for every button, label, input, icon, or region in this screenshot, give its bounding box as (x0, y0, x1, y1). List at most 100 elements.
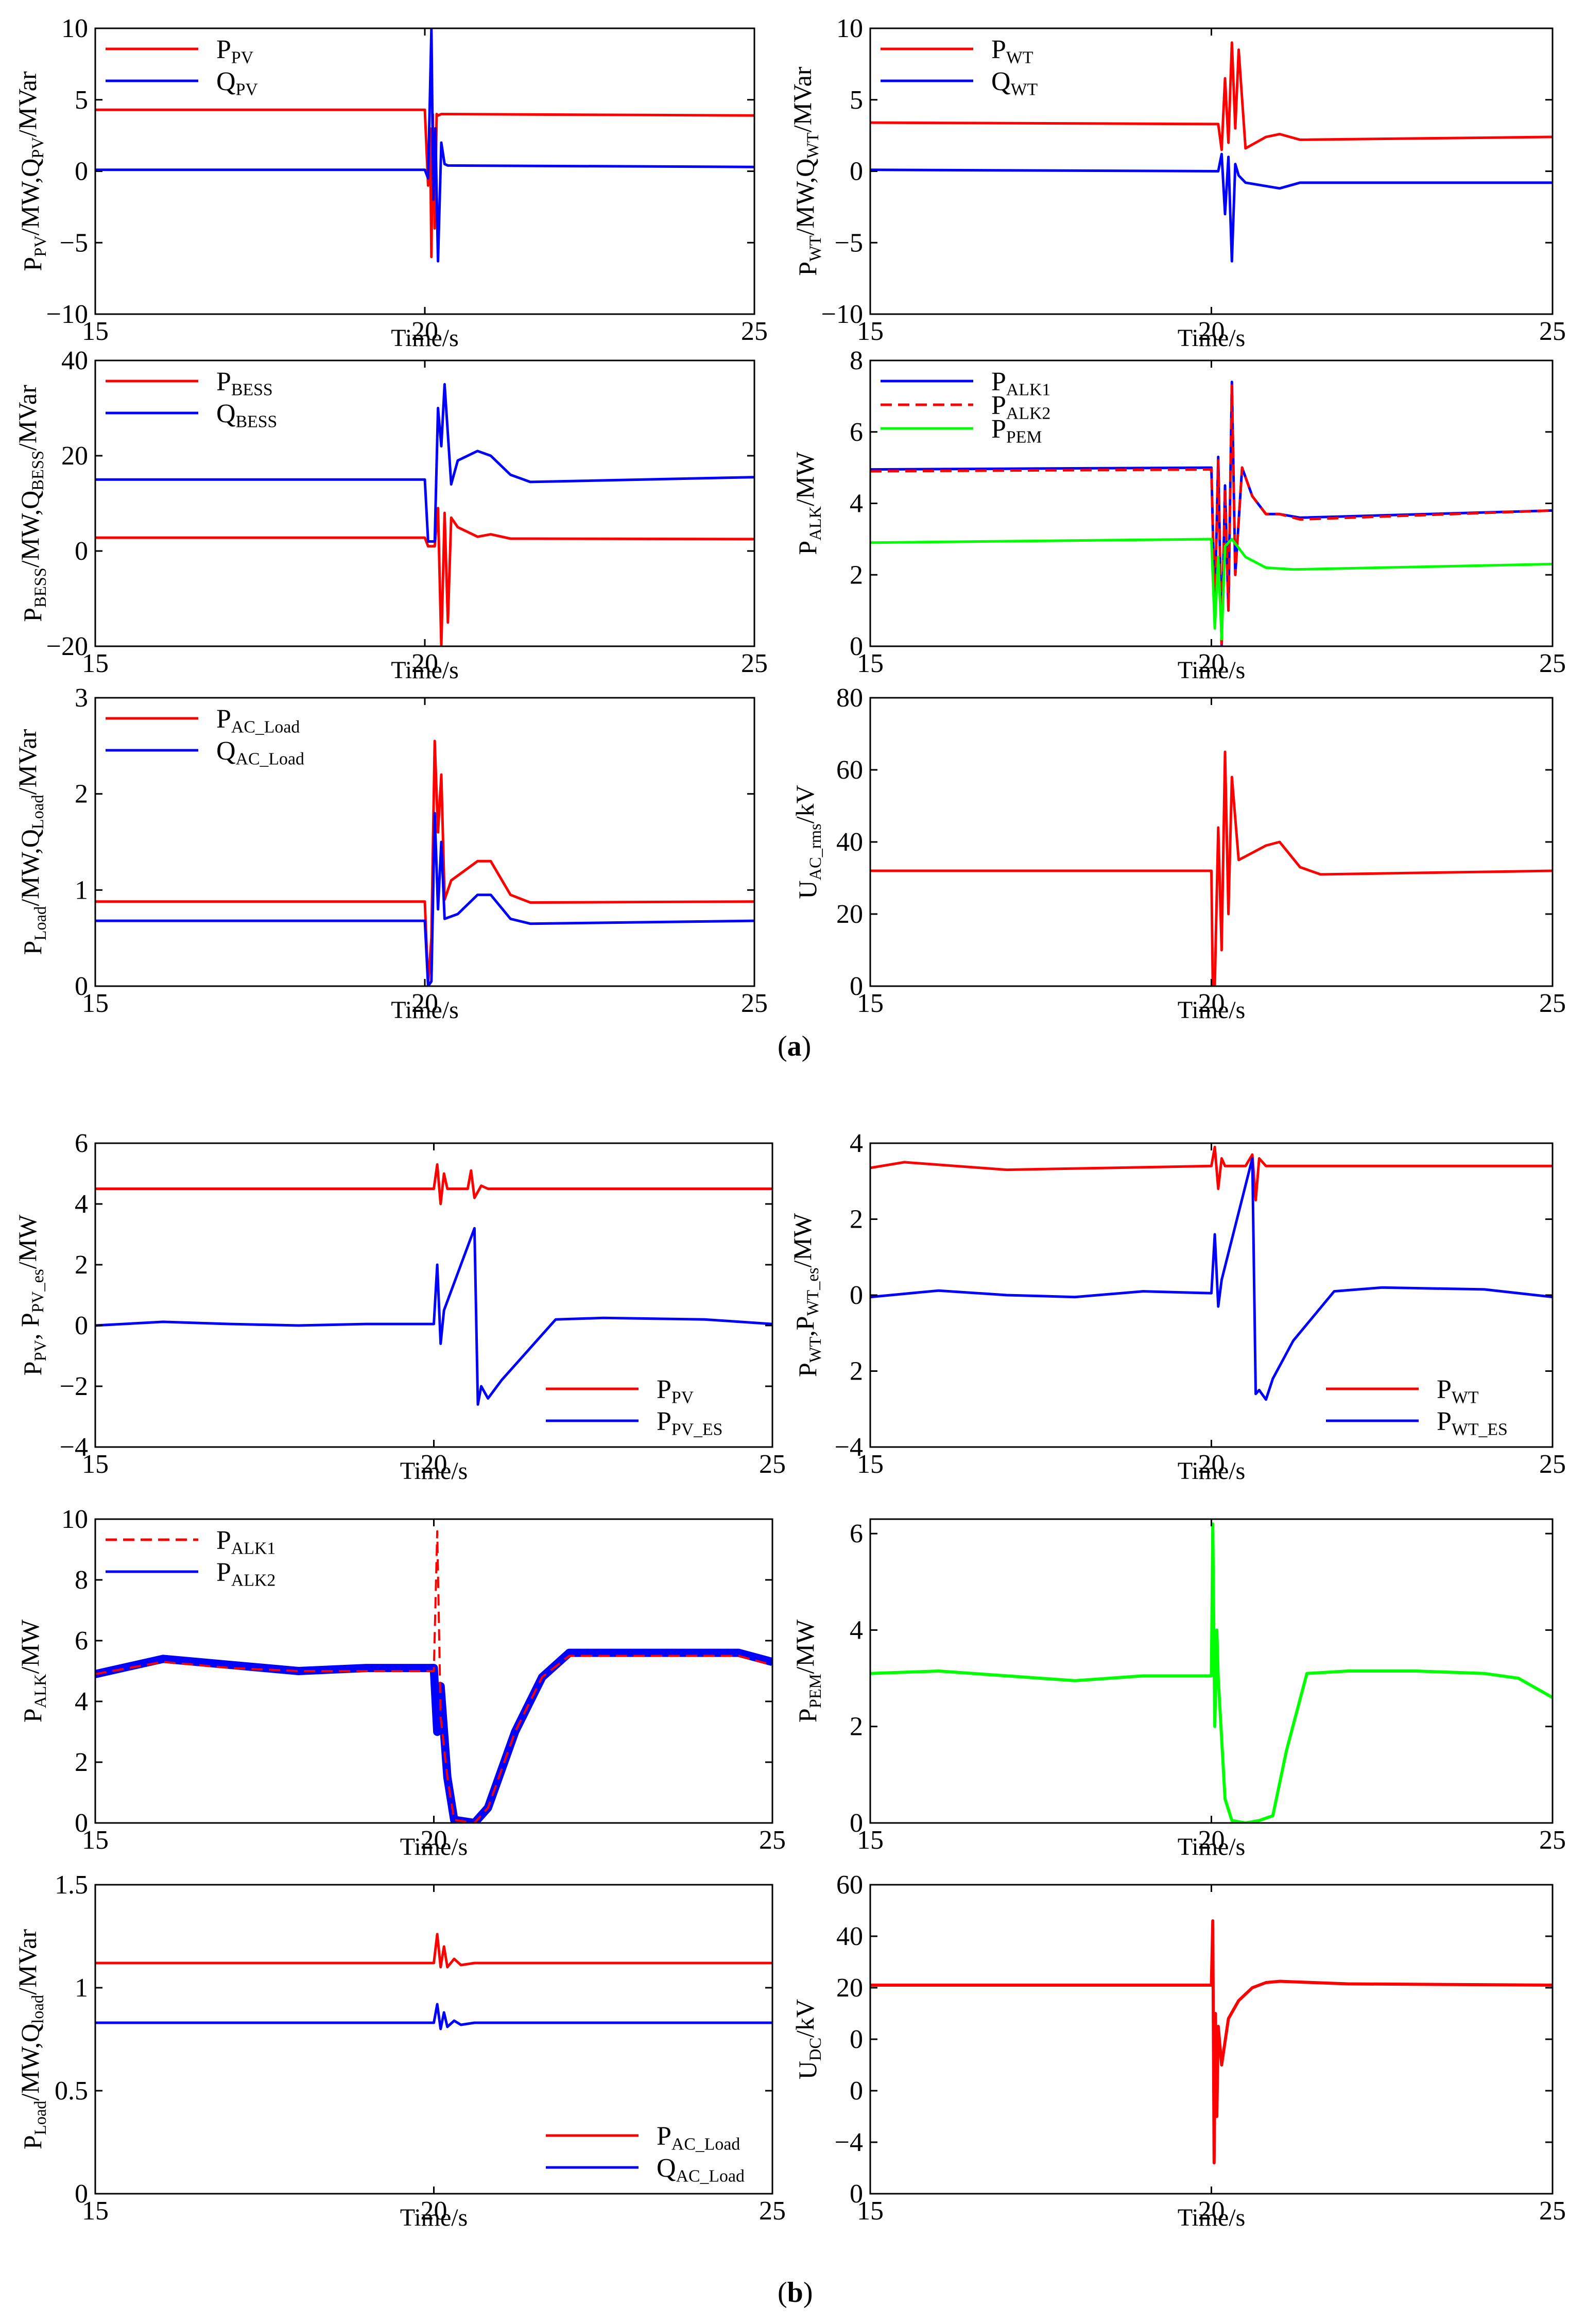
y-axis-label: PLoad​/MW,Qload​/MVar (13, 1929, 50, 2149)
y-tick-label: 10 (61, 1505, 88, 1534)
y-tick-label: 0 (75, 157, 88, 186)
x-tick-label: 25 (1539, 989, 1566, 1018)
chart-a5: 152025Time/s0123PLoad​/MW,QLoad​/MVarPAC… (13, 683, 768, 1024)
legend-label-main: P (991, 415, 1006, 444)
x-tick-label: 20 (1198, 317, 1225, 346)
series-line-P_ALK2 (870, 384, 1553, 646)
legend-label: QBESS​ (216, 399, 277, 431)
y-axis-label-main: /kV (790, 785, 819, 823)
x-axis-label: Time/s (400, 1833, 468, 1861)
y-tick-label: 3 (75, 683, 88, 713)
legend: PPV​QPV​ (106, 35, 258, 99)
chart-b3: 15 20 25 Time/s 0 2 4 6 8 10 PALK​/MW PALK1​PALK2​ (15, 1505, 786, 1861)
y-axis-label: PLoad​/MW,QLoad​/MVar (13, 729, 50, 955)
y-tick-label: 60 (836, 1870, 863, 1900)
y-tick-label: 80 (836, 683, 863, 713)
y-axis-label-main: P (18, 941, 47, 955)
x-tick-label: 15 (82, 989, 109, 1018)
y-axis-label: PALK​/MW (15, 1619, 50, 1723)
x-tick-label: 20 (1198, 649, 1225, 678)
legend-label-main: P (216, 704, 231, 734)
legend-label: PALK2​ (991, 391, 1050, 423)
x-tick-label: 20 (421, 1826, 447, 1855)
legend-label-main: P (657, 1375, 671, 1404)
y-axis-label-main: P (793, 1708, 822, 1723)
y-tick-label: 0 (850, 1281, 863, 1310)
y-axis-label: PPV​, PPV_es​/MW (13, 1214, 50, 1375)
series-line-P_AC_Load (95, 1933, 772, 1969)
legend-label-main: P (216, 367, 231, 397)
series-line-Q_AC_Load (95, 812, 754, 986)
y-axis-label-sub: PV (31, 235, 50, 257)
x-tick-label: 25 (1539, 1450, 1566, 1479)
x-tick-label: 15 (857, 1450, 884, 1479)
y-axis-label-main: P (18, 2135, 47, 2149)
legend-label-sub: PV_ES (671, 1420, 723, 1439)
legend-label-sub: WT_ES (1452, 1420, 1508, 1439)
y-tick-label: 0 (850, 632, 863, 661)
chart-a6: 15 20 25 Time/s 0 20 40 60 80 UAC_rms​/kV (790, 683, 1566, 1024)
y-axis-label-sub: Load (29, 795, 47, 829)
series-line-P_BESS (95, 507, 754, 646)
y-axis-label-main: P (793, 541, 822, 555)
y-tick-label: 20 (836, 1973, 863, 2003)
y-axis-label-main: P (793, 262, 822, 276)
legend-label-sub: PV (231, 48, 254, 67)
y-tick-label: 6 (75, 1626, 88, 1656)
legend-label-sub: PEM (1006, 427, 1042, 446)
legend-label-main: P (991, 391, 1006, 420)
x-tick-label: 20 (421, 2196, 447, 2226)
y-axis-label-main: P (793, 1363, 822, 1377)
y-tick-label: −4 (60, 1433, 88, 1462)
series-line-U_DC (870, 1919, 1553, 2164)
legend-label-main: Q (991, 67, 1011, 96)
y-axis-label-main: /kV (790, 1999, 819, 2038)
y-axis-label-sub: ALK (806, 506, 825, 540)
x-tick-label: 20 (421, 1450, 447, 1479)
series-line-Q_AC_Load (95, 2003, 772, 2030)
caption-a-letter: a (787, 1030, 802, 1062)
x-tick-label: 15 (82, 1450, 109, 1479)
x-axis-label: Time/s (1178, 657, 1246, 684)
chart-a3: 15 20 25 Time/s −20 0 20 40 PBESS​/MW,QBESS​/MVa… (13, 346, 768, 684)
series-line-P_WT (870, 41, 1553, 151)
y-axis-label-sub: BESS (31, 567, 50, 608)
y-tick-label: 2 (75, 1250, 88, 1280)
legend-label: PWT_ES​ (1437, 1407, 1508, 1439)
y-axis-label-sub: BESS (29, 451, 47, 491)
series-line-P_PEM (870, 538, 1553, 641)
y-tick-label: 5 (75, 85, 88, 115)
y-axis-label-main: P (18, 1361, 47, 1375)
y-tick-label: 4 (850, 1129, 863, 1158)
y-tick-label: 1 (75, 875, 88, 905)
y-tick-label: 8 (850, 346, 863, 375)
legend-label-main: P (657, 2122, 671, 2151)
x-axis-label: Time/s (1178, 324, 1246, 352)
legend: PALK1​PALK2​PPEM​ (881, 367, 1050, 446)
chart-a2: 152025Time/s−10−50510PWT​/MW,QWT​/MVarPW… (788, 14, 1566, 352)
y-axis-label: PPEM​/MW (790, 1619, 825, 1723)
legend-label-sub: AC_Load (671, 2134, 740, 2154)
x-tick-label: 15 (857, 1826, 884, 1855)
y-axis-label: PWT​/MW,QWT​/MVar (788, 66, 825, 276)
y-tick-label: −4 (835, 1433, 863, 1462)
y-axis-label-sub: WT (804, 132, 822, 159)
x-tick-label: 25 (1539, 317, 1566, 346)
legend-label: QPV​ (216, 67, 258, 99)
y-tick-label: −20 (46, 632, 88, 661)
y-tick-label: 4 (850, 1615, 863, 1645)
x-tick-label: 15 (82, 2196, 109, 2226)
y-tick-label: 8 (75, 1565, 88, 1595)
y-axis-label: PALK​/MW (790, 452, 825, 555)
legend-label: PWT​ (1437, 1375, 1479, 1407)
x-axis-label: Time/s (1178, 996, 1246, 1024)
y-tick-label: 0 (850, 972, 863, 1001)
caption-a: (a) (778, 1030, 812, 1062)
legend-label: PALK1​ (216, 1526, 275, 1558)
legend-label: QAC_Load​ (657, 2154, 745, 2185)
legend-label: PPEM​ (991, 415, 1042, 446)
y-axis-label-sub: WT_es (804, 1268, 822, 1316)
x-tick-label: 20 (411, 989, 438, 1018)
y-axis-label-main: /MW (790, 452, 819, 506)
series-line-Q_WT (870, 152, 1553, 263)
